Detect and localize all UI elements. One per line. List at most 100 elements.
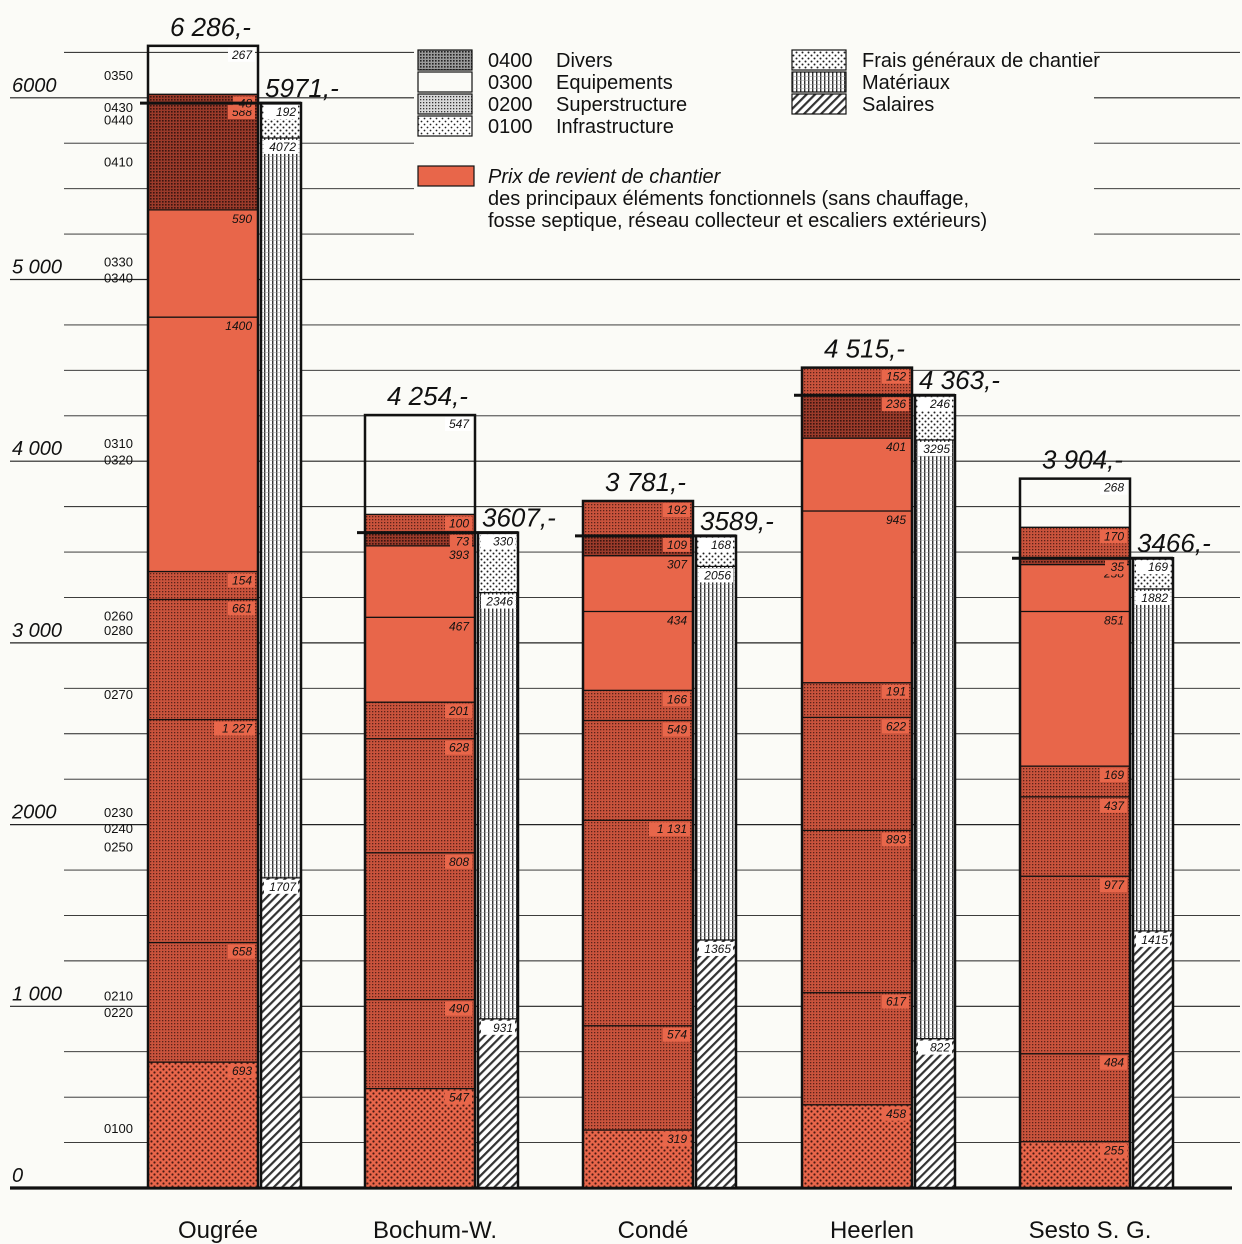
segment-value-label: 1365 — [704, 942, 731, 956]
category-group: 255484977437169851258351702683 904,-1415… — [1012, 445, 1211, 1188]
code-label: 0240 — [104, 821, 133, 836]
legend-label: Matériaux — [862, 72, 950, 94]
segment-value-label: 1415 — [1141, 933, 1168, 947]
segment-value-label: 169 — [1148, 560, 1168, 574]
segment-value-label: 547 — [449, 1091, 470, 1105]
segment-value-label: 307 — [667, 558, 688, 572]
site-cost-total-label: 3607,- — [482, 503, 556, 533]
functional-segment — [365, 739, 475, 853]
segment-value-label: 2056 — [703, 568, 731, 582]
cost-segment — [1133, 931, 1173, 1188]
legend: 0400 Divers 0300 Equipements 0200 Superstruct… — [414, 40, 1100, 240]
legend-label: Frais généraux de chantier — [862, 50, 1100, 72]
segment-value-label: 628 — [449, 741, 469, 755]
segment-value-label: 201 — [448, 704, 469, 718]
legend-swatch — [792, 50, 846, 70]
functional-total-label: 3 904,- — [1042, 445, 1123, 475]
legend-note-line: fosse septique, réseau collecteur et esc… — [488, 210, 987, 232]
y-tick-label: 4 000 — [12, 438, 62, 460]
functional-segment — [1020, 611, 1130, 766]
segment-value-label: 236 — [885, 397, 906, 411]
legend-label: Infrastructure — [556, 116, 674, 138]
site-cost-total-label: 5971,- — [265, 73, 339, 103]
segment-value-label: 549 — [667, 722, 687, 736]
segment-value-label: 330 — [493, 535, 513, 549]
functional-segment — [148, 103, 258, 210]
functional-segment — [148, 943, 258, 1063]
cost-segment — [1133, 589, 1173, 931]
segment-value-label: 319 — [667, 1132, 687, 1146]
segment-value-label: 693 — [232, 1064, 252, 1078]
legend-swatch — [792, 94, 846, 114]
segment-value-label: 152 — [886, 370, 906, 384]
x-tick-label: Bochum-W. — [373, 1217, 497, 1244]
segment-value-label: 458 — [886, 1107, 906, 1121]
segment-value-label: 4072 — [269, 140, 296, 154]
segment-value-label: 191 — [886, 685, 906, 699]
cost-segment — [261, 138, 301, 878]
segment-value-label: 945 — [886, 513, 906, 527]
legend-swatch — [418, 94, 472, 114]
legend-code: 0400 — [488, 50, 533, 72]
functional-segment — [802, 511, 912, 683]
code-label: 0310 — [104, 436, 133, 451]
functional-segment — [148, 599, 258, 719]
code-label: 0410 — [104, 154, 133, 169]
segment-value-label: 893 — [886, 832, 906, 846]
legend-code: 0300 — [488, 72, 533, 94]
segment-value-label: 661 — [232, 601, 252, 615]
segment-value-label: 822 — [930, 1041, 950, 1055]
cost-segment — [696, 940, 736, 1188]
functional-total-label: 3 781,- — [605, 467, 686, 497]
segment-value-label: 1882 — [1141, 591, 1168, 605]
y-tick-label: 1 000 — [12, 983, 62, 1005]
y-axis: 0 1 000 2000 3 000 4 000 5 000 6000 — [11, 75, 62, 1187]
segment-value-label: 851 — [1104, 613, 1124, 627]
segment-value-label: 246 — [929, 397, 950, 411]
functional-segment — [583, 820, 693, 1026]
code-label: 0230 — [104, 805, 133, 820]
code-labels: 0350043004400410033003400310032002600280… — [104, 68, 133, 1136]
code-label: 0250 — [104, 839, 133, 854]
segment-value-label: 658 — [232, 945, 252, 959]
functional-segment — [802, 993, 912, 1105]
code-label: 0340 — [104, 271, 133, 286]
segment-value-label: 590 — [232, 212, 252, 226]
legend-code: 0200 — [488, 94, 533, 116]
cost-segment — [696, 566, 736, 940]
segment-value-label: 622 — [886, 719, 906, 733]
site-cost-total-label: 4 363,- — [919, 365, 1000, 395]
functional-segment — [802, 717, 912, 830]
segment-value-label: 977 — [1104, 878, 1125, 892]
segment-value-label: 2346 — [485, 595, 513, 609]
functional-segment — [148, 317, 258, 571]
segment-value-label: 931 — [493, 1021, 513, 1035]
y-tick-label: 0 — [12, 1165, 23, 1187]
cost-segment — [478, 1019, 518, 1188]
legend-label: Equipements — [556, 72, 673, 94]
functional-segment — [802, 830, 912, 992]
segment-value-label: 1400 — [225, 319, 252, 333]
code-label: 0260 — [104, 609, 133, 624]
functional-total-label: 6 286,- — [170, 12, 251, 42]
segment-value-label: 3295 — [923, 442, 950, 456]
segment-value-label: 484 — [1104, 1056, 1124, 1070]
legend-label: Divers — [556, 50, 613, 72]
segment-value-label: 401 — [886, 440, 906, 454]
cost-segment — [915, 440, 955, 1039]
segment-value-label: 437 — [1104, 799, 1125, 813]
site-cost-total-label: 3466,- — [1137, 528, 1211, 558]
segment-value-label: 100 — [449, 516, 469, 530]
code-label: 0280 — [104, 623, 133, 638]
segment-value-label: 192 — [276, 105, 296, 119]
segment-value-label: 808 — [449, 855, 469, 869]
legend-note-title: Prix de revient de chantier — [488, 166, 722, 188]
segment-value-label: 255 — [1103, 1144, 1124, 1158]
segment-value-label: 393 — [449, 548, 469, 562]
x-tick-label: Condé — [618, 1217, 689, 1244]
segment-value-label: 1 131 — [657, 822, 687, 836]
segment-value-label: 490 — [449, 1002, 469, 1016]
x-tick-label: Ougrée — [178, 1217, 258, 1244]
segment-value-label: 268 — [1103, 481, 1124, 495]
